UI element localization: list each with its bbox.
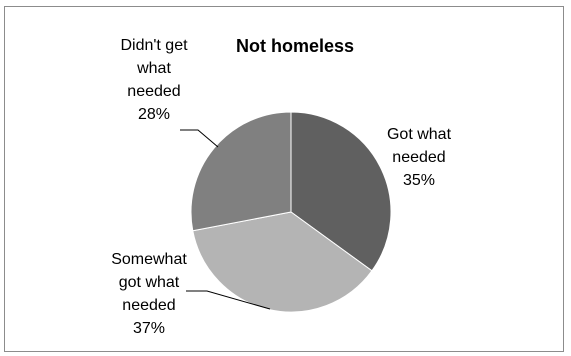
data-label-didn-t-get-what-needed: Didn't get what needed 28%: [120, 37, 188, 123]
category-label-line: got what: [119, 274, 180, 291]
leader-line-somewhat-got-what-needed: [186, 290, 271, 310]
category-label-line: Somewhat: [111, 251, 187, 268]
category-label-line: needed: [122, 297, 175, 314]
category-label-line: what: [136, 60, 171, 77]
value-label: 37%: [133, 320, 165, 337]
value-label: 35%: [403, 172, 435, 189]
pie-slice-got-what-needed: [290, 111, 392, 272]
category-label-line: needed: [392, 149, 445, 166]
category-label-line: Didn't get: [120, 37, 188, 54]
data-label-somewhat-got-what-needed: Somewhat got what needed 37%: [111, 251, 187, 337]
pie-slice-somewhat-got-what-needed: [192, 211, 373, 313]
pie-slice-didn-t-get-what-needed: [190, 111, 292, 232]
chart-title: Not homeless: [236, 36, 354, 56]
value-label: 28%: [138, 106, 170, 123]
category-label-line: needed: [127, 83, 180, 100]
data-label-got-what-needed: Got what needed 35%: [387, 126, 452, 189]
category-label-line: Got what: [387, 126, 452, 143]
leader-line-didn-t-get-what-needed: [180, 129, 219, 148]
